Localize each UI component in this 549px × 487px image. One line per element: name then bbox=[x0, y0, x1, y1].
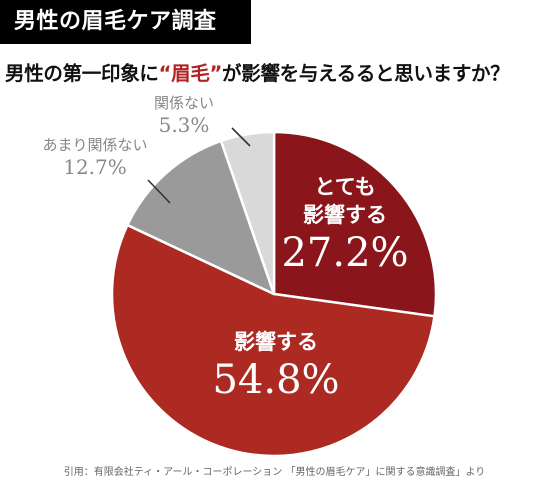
pie-slices bbox=[110, 130, 438, 458]
question-after: が影響を与えるると思いますか？ bbox=[222, 62, 510, 85]
slice-value-1: 27.2% bbox=[281, 230, 408, 276]
pie-slice-2 bbox=[110, 223, 436, 458]
slice-name-1-line-2: 影響する bbox=[303, 203, 387, 227]
slice-value-3: 12.7% bbox=[63, 155, 127, 179]
leader-line-4 bbox=[231, 127, 251, 147]
leader-line-3 bbox=[147, 179, 171, 204]
question-before: 男性の第一印象に bbox=[5, 62, 159, 85]
slice-name-4-line-1: 関係ない bbox=[154, 94, 214, 112]
survey-question: 男性の第一印象に“眉毛”が影響を与えるると思いますか？ bbox=[5, 57, 545, 86]
slice-value-2: 54.8% bbox=[212, 357, 339, 403]
slice-name-3-line-1: あまり関係ない bbox=[42, 136, 147, 154]
survey-title-badge: 男性の眉毛ケア調査 bbox=[0, 0, 251, 44]
slice-name-1-line-1: とても bbox=[314, 175, 375, 199]
pie-slice-4 bbox=[219, 130, 276, 296]
question-highlight: “眉毛” bbox=[158, 62, 223, 85]
leader-lines bbox=[147, 127, 251, 204]
pie-slice-3 bbox=[126, 139, 276, 296]
pie-slice-1 bbox=[272, 130, 438, 318]
slice-value-4: 5.3% bbox=[159, 113, 210, 137]
slice-name-2-line-1: 影響する bbox=[234, 330, 318, 354]
citation: 引用：有限会社ティ・アール・コーポレーション 「男性の眉毛ケア」に関する意識調査… bbox=[63, 467, 486, 478]
